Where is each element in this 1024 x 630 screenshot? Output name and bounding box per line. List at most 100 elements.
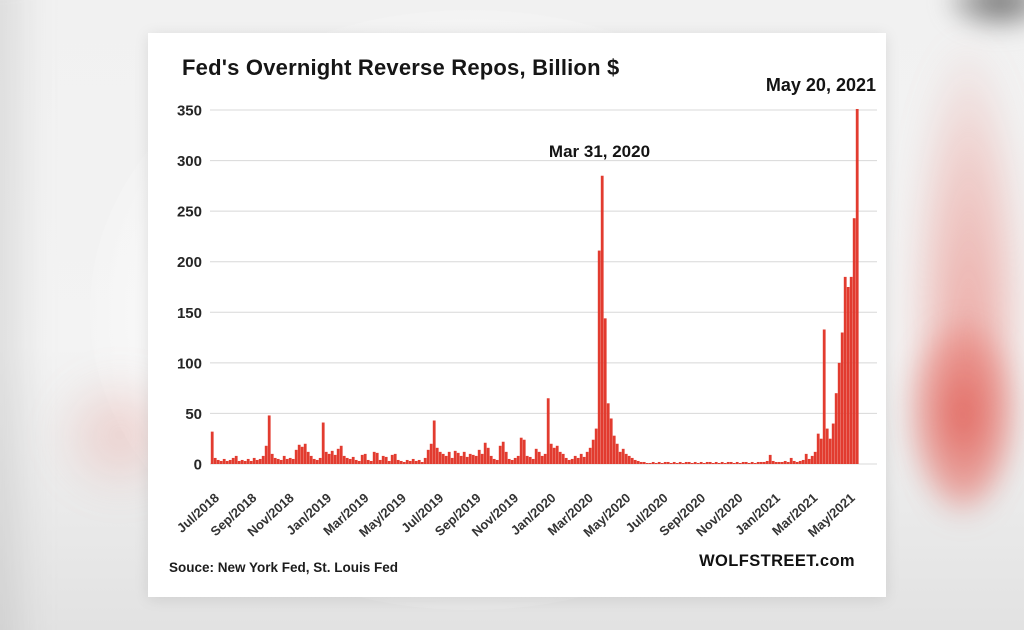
bar [379,460,382,464]
bar [703,463,706,464]
bar [610,418,613,464]
bar [736,462,739,464]
bar [220,461,223,464]
bar [583,457,586,464]
bar [553,448,556,464]
bar [457,453,460,464]
bar [289,458,292,464]
bar [481,454,484,464]
bar [604,318,607,464]
bar [757,462,760,464]
bar [400,461,403,464]
bar [412,459,415,464]
bar [331,451,334,464]
bar [313,459,316,464]
y-tick-label: 100 [177,355,202,372]
bar [265,446,268,464]
bar [229,460,232,464]
bar [487,448,490,464]
bar [397,460,400,464]
bar [544,454,547,464]
y-tick-label: 150 [177,305,202,322]
bar [394,454,397,464]
background-red-smear [908,40,1018,510]
bar [529,457,532,464]
bar [472,455,475,464]
bar [718,463,721,464]
bar [697,463,700,464]
bar [826,429,829,464]
bar [451,458,454,464]
bar [427,450,430,464]
bar [454,451,457,464]
bar [778,462,781,464]
bar [676,463,679,464]
bar [514,458,517,464]
bar [652,462,655,464]
bar [802,460,805,464]
bar [475,456,478,464]
bar [625,454,628,464]
bar [763,462,766,464]
bar [550,444,553,464]
bar [247,459,250,464]
bar [658,462,661,464]
bar [292,459,295,464]
bar [829,439,832,464]
bar [541,456,544,464]
bar [505,452,508,464]
bar [622,449,625,464]
bar [670,463,673,464]
bar [499,446,502,464]
bar [445,456,448,464]
bar [739,463,742,464]
bar [214,458,217,464]
bar [568,460,571,464]
y-tick-label: 200 [177,254,202,271]
bar [217,460,220,464]
bar [370,461,373,464]
bar [559,452,562,464]
bar [358,461,361,464]
background-red-smear-core [905,320,1020,510]
bar [418,460,421,464]
bar [490,456,493,464]
bar [649,463,652,464]
bar [484,443,487,464]
bar [439,452,442,464]
bar [448,452,451,464]
bar [355,460,358,464]
bar [598,251,601,464]
bar [613,436,616,464]
bar [592,440,595,464]
bar [223,459,226,464]
bar [601,176,604,464]
bar [403,462,406,464]
bar [685,462,688,464]
bar [364,454,367,464]
bar [574,456,577,464]
bar [436,448,439,464]
bar [595,429,598,464]
bar [535,449,538,464]
y-tick-label: 350 [177,103,202,120]
brand-wolfstreet: WOLFSTREET.com [699,552,855,571]
bar [796,462,799,464]
bar [532,459,535,464]
bar [385,457,388,464]
page-background: Fed's Overnight Reverse Repos, Billion $… [0,0,1024,630]
bar [253,458,256,464]
bar [361,455,364,464]
bar [349,459,352,464]
bar [835,393,838,464]
bar [781,462,784,464]
bar [700,462,703,464]
bar [547,398,550,464]
bar [679,462,682,464]
bar [682,463,685,464]
bar [469,454,472,464]
bar [589,448,592,464]
bar [640,462,643,464]
bar [463,452,466,464]
bar [409,461,412,464]
